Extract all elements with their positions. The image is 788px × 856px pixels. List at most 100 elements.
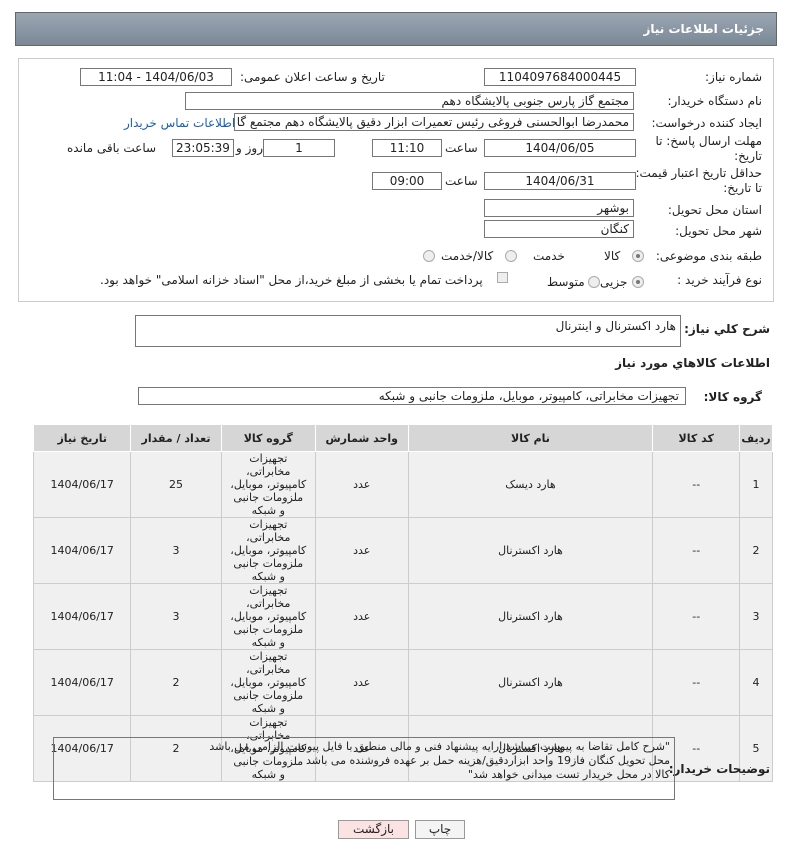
radio[interactable] <box>588 276 600 288</box>
checkbox-label: پرداخت تمام یا بخشی از مبلغ خرید،از محل … <box>100 273 483 287</box>
table-cell: 1404/06/17 <box>32 649 132 716</box>
table-cell: 2 <box>130 649 222 716</box>
table-cell: عدد <box>314 451 409 518</box>
table-cell: عدد <box>314 715 409 782</box>
table-cell: عدد <box>314 517 409 584</box>
table-cell: -- <box>652 517 741 584</box>
column-header: واحد شمارش <box>314 424 409 452</box>
field: 23:05:39 <box>172 139 234 157</box>
label: ایجاد کننده درخواست: <box>651 116 762 130</box>
note-line: "شرح کامل تقاضا به پیوست میباشد.ارایه پی… <box>209 740 670 753</box>
field: 09:00 <box>372 172 442 190</box>
column-header: نام کالا <box>407 424 654 452</box>
label: تاریخ و ساعت اعلان عمومی: <box>240 70 385 84</box>
table-cell: 3 <box>130 517 222 584</box>
field: 1404/06/05 <box>484 139 636 157</box>
table-cell: هارد اکسترنال <box>407 649 654 716</box>
table-cell: تجهیزات مخابراتی، کامپیوتر، موبایل، ملزو… <box>220 649 316 716</box>
description-field: هارد اکسترنال و اینترنال <box>135 315 681 347</box>
table-cell: تجهیزات مخابراتی، کامپیوتر، موبایل، ملزو… <box>220 715 316 782</box>
table-cell: عدد <box>314 649 409 716</box>
form-panel <box>18 58 774 302</box>
table-cell: هارد اکسترنال <box>407 583 654 650</box>
field: بوشهر <box>484 199 634 217</box>
column-header: ردیف <box>739 424 773 452</box>
radio-label: خدمت <box>533 249 565 263</box>
label: روز و <box>236 141 263 155</box>
table-cell: 1 <box>739 451 773 518</box>
radio-label: کالا/خدمت <box>441 249 494 263</box>
table-cell: 25 <box>130 451 222 518</box>
table-cell: تجهیزات مخابراتی، کامپیوتر، موبایل، ملزو… <box>220 451 316 518</box>
field: 1104097684000445 <box>484 68 636 86</box>
table-cell: -- <box>652 649 741 716</box>
label: شماره نیاز: <box>705 70 762 84</box>
table-cell: 1404/06/17 <box>32 583 132 650</box>
table-cell: -- <box>652 451 741 518</box>
checkbox[interactable] <box>497 272 508 283</box>
radio[interactable] <box>505 250 517 262</box>
table-cell: هارد دیسک <box>407 451 654 518</box>
column-header: تاریخ نیاز <box>32 424 132 452</box>
label: توضیحات خریدار: <box>668 762 770 776</box>
back-button[interactable]: بازگشت <box>338 820 409 839</box>
field: تجهیزات مخابراتی، کامپیوتر، موبایل، ملزو… <box>138 387 686 405</box>
column-header: کد کالا <box>652 424 741 452</box>
goods-table: ردیف کد کالا نام کالا واحد شمارش گروه کالا تع… <box>32 424 773 782</box>
table-cell: تجهیزات مخابراتی، کامپیوتر، موبایل، ملزو… <box>220 583 316 650</box>
table-row: 2 -- هارد اکسترنال عدد تجهیزات مخابراتی، کام… <box>32 517 773 584</box>
radio[interactable] <box>632 250 644 262</box>
contact-link[interactable]: اطلاعات تماس خریدار <box>124 116 236 130</box>
label: مهلت ارسال پاسخ: تا تاریخ: <box>655 134 762 163</box>
table-row: 3 -- هارد اکسترنال عدد تجهیزات مخابراتی، کام… <box>32 583 773 650</box>
section-title: اطلاعات کالاهاي مورد نياز <box>615 356 770 370</box>
header-bar: جزئیات اطلاعات نیاز <box>15 12 777 46</box>
table-cell: 2 <box>739 517 773 584</box>
note-line: محل تحویل کنگان فاز19 واحد ابزاردقیق/هزی… <box>306 754 670 767</box>
table-cell: 4 <box>739 649 773 716</box>
label: ساعت <box>445 174 478 188</box>
table-cell: 3 <box>130 583 222 650</box>
table-cell: هارد اکسترنال <box>407 517 654 584</box>
label: حداقل تاریخ اعتبار قیمت: تا تاریخ: <box>635 166 762 195</box>
table-row: 4 -- هارد اکسترنال عدد تجهیزات مخابراتی، کام… <box>32 649 773 716</box>
label: ساعت باقی مانده <box>67 141 157 155</box>
header-row: ردیف کد کالا نام کالا واحد شمارش گروه کالا تع… <box>32 424 773 452</box>
table-cell: 3 <box>739 583 773 650</box>
field: کنگان <box>484 220 634 238</box>
table-cell: -- <box>652 583 741 650</box>
radio-label: جزیی <box>600 275 628 289</box>
table-cell: هارد اکسترنال <box>407 715 654 782</box>
header-title: جزئیات اطلاعات نیاز <box>643 22 764 36</box>
table-row: 5 -- هارد اکسترنال عدد تجهیزات مخابراتی، کام… <box>32 715 773 782</box>
table-cell: عدد <box>314 583 409 650</box>
label: نام دستگاه خریدار: <box>667 94 763 108</box>
field: 1404/06/03 - 11:04 <box>80 68 232 86</box>
label: گروه کالا: <box>703 390 762 404</box>
radio-label: کالا <box>604 249 621 263</box>
radio[interactable] <box>632 276 644 288</box>
label: شرح کلي نياز: <box>684 322 770 336</box>
note-line: کالا در محل خریدار تست میدانی خواهد شد" <box>467 768 670 781</box>
table-cell: 1404/06/17 <box>32 451 132 518</box>
notes-field: "شرح کامل تقاضا به پیوست میباشد.ارایه پی… <box>53 737 675 800</box>
table-cell: 5 <box>739 715 773 782</box>
radio[interactable] <box>423 250 435 262</box>
table-row: 1 -- هارد دیسک عدد تجهیزات مخابراتی، کامپیوت… <box>32 451 773 518</box>
column-header: تعداد / مقدار <box>130 424 222 452</box>
table-cell: 1404/06/17 <box>32 715 132 782</box>
label: نوع فرآیند خرید : <box>677 273 762 287</box>
field: محمدرضا ابوالحسنی فروغی رئیس تعمیرات ابز… <box>234 113 634 131</box>
label: ساعت <box>445 141 478 155</box>
field: 1 <box>263 139 335 157</box>
print-button[interactable]: چاپ <box>415 820 465 839</box>
table-cell: 2 <box>130 715 222 782</box>
table-cell: تجهیزات مخابراتی، کامپیوتر، موبایل، ملزو… <box>220 517 316 584</box>
table-cell: -- <box>652 715 741 782</box>
field: 1404/06/31 <box>484 172 636 190</box>
table-cell: 1404/06/17 <box>32 517 132 584</box>
label: طبقه بندی موضوعی: <box>655 249 762 263</box>
field: 11:10 <box>372 139 442 157</box>
label: استان محل تحویل: <box>667 203 762 217</box>
